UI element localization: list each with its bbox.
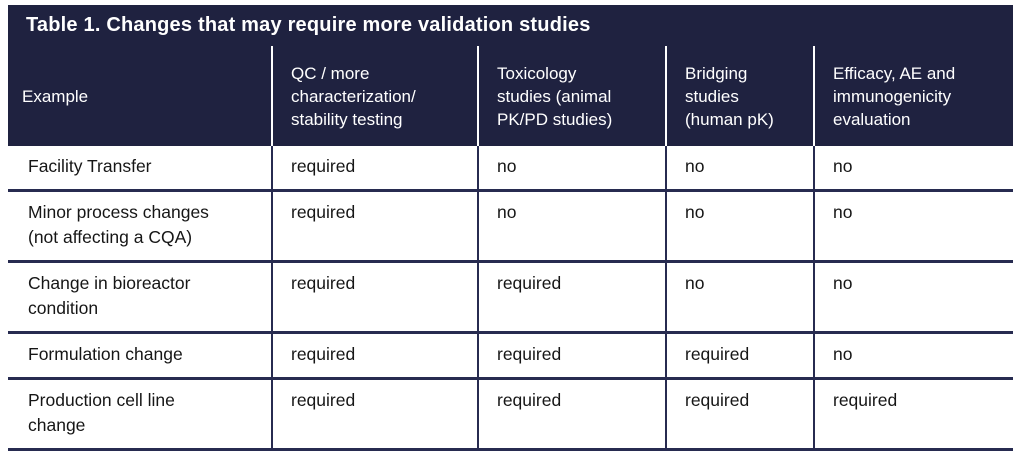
cell-bridging: required (665, 380, 813, 448)
cell-toxicology: required (477, 380, 665, 448)
cell-toxicology: no (477, 192, 665, 260)
cell-efficacy: no (813, 263, 1013, 331)
cell-efficacy: no (813, 192, 1013, 260)
table-row-facility-transfer: Facility Transfer required no no no (8, 146, 1013, 192)
col-header-example: Example (22, 86, 89, 106)
col-header-toxicology-studies: Toxicology studies (animal PK/PD studies… (477, 46, 665, 146)
table-body: Facility Transfer required no no no Mino… (8, 146, 1013, 451)
cell-bridging: no (665, 146, 813, 189)
cell-qc: required (271, 334, 477, 377)
col-header-efficacy-immunogenicity: Efficacy, AE and immunogenicity evaluati… (813, 46, 1013, 146)
cell-example: Production cell line change (28, 390, 175, 435)
cell-bridging: required (665, 334, 813, 377)
table-header-row: Example QC / more characterization/ stab… (8, 46, 1013, 146)
table-row-production-cell-line: Production cell line change required req… (8, 380, 1013, 451)
table-title: Table 1. Changes that may require more v… (26, 14, 591, 36)
cell-qc: required (271, 380, 477, 448)
cell-bridging: no (665, 263, 813, 331)
validation-studies-table: Table 1. Changes that may require more v… (8, 5, 1013, 451)
cell-efficacy: no (813, 334, 1013, 377)
col-header-bridging-studies: Bridging studies (human pK) (665, 46, 813, 146)
cell-qc: required (271, 146, 477, 189)
col-header-qc-characterization-stability: QC / more characterization/ stability te… (271, 46, 477, 146)
cell-toxicology: no (477, 146, 665, 189)
table-row-formulation-change: Formulation change required required req… (8, 334, 1013, 380)
cell-example: Change in bioreactor condition (28, 273, 191, 318)
cell-qc: required (271, 263, 477, 331)
cell-efficacy: required (813, 380, 1013, 448)
table-title-bar: Table 1. Changes that may require more v… (8, 5, 1013, 46)
cell-efficacy: no (813, 146, 1013, 189)
cell-example: Facility Transfer (28, 156, 152, 176)
cell-qc: required (271, 192, 477, 260)
cell-example: Minor process changes (not affecting a C… (28, 202, 209, 247)
table-row-minor-process-changes: Minor process changes (not affecting a C… (8, 192, 1013, 263)
cell-toxicology: required (477, 334, 665, 377)
table-row-bioreactor-condition: Change in bioreactor condition required … (8, 263, 1013, 334)
cell-bridging: no (665, 192, 813, 260)
cell-example: Formulation change (28, 344, 183, 364)
cell-toxicology: required (477, 263, 665, 331)
